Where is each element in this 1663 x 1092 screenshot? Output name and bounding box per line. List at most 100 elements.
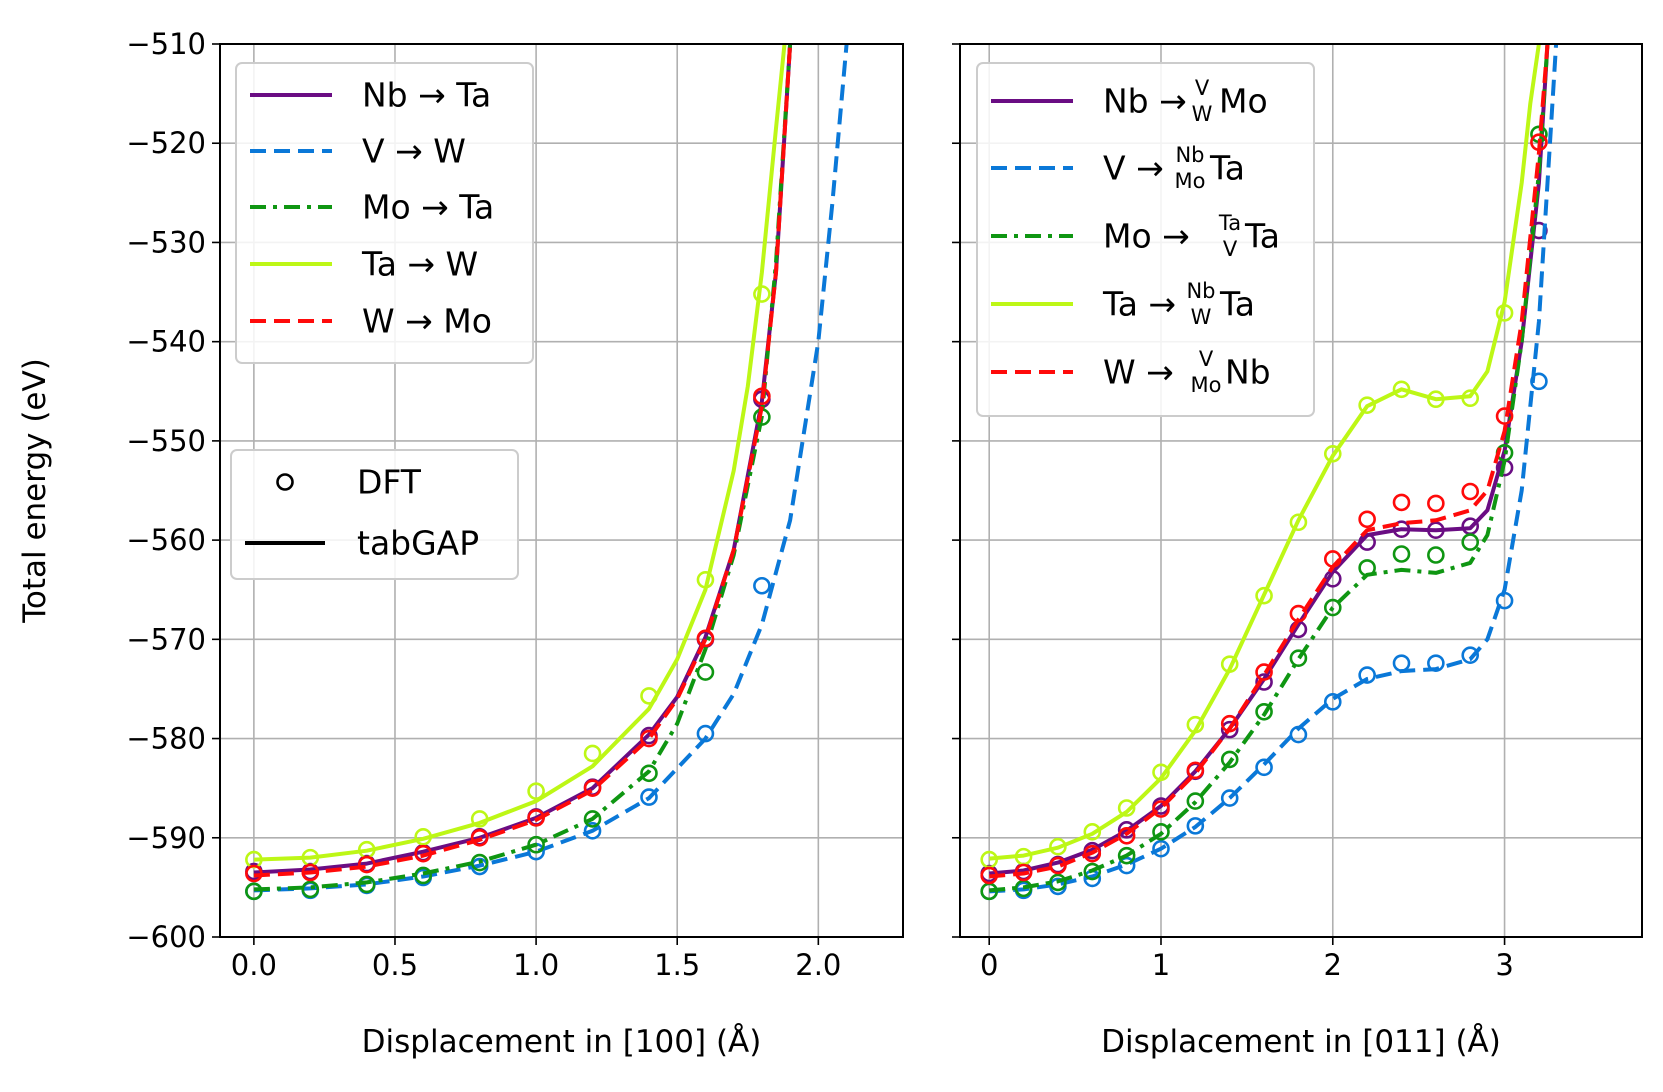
- legend-entry-mo-tav-ta: Mo → Ta V Ta: [1103, 211, 1280, 261]
- x-tick-label: 1.5: [654, 948, 700, 982]
- legend-entry-nb-vw-mo: Nb → V W Mo: [1103, 76, 1268, 126]
- dft-point: [583, 744, 602, 763]
- legend-entry-ta-nbw-ta: Ta → Nb W Ta: [1102, 279, 1255, 329]
- legend-main: Ta →: [1102, 285, 1176, 324]
- dft-point: [1186, 792, 1205, 810]
- dft-point: [301, 863, 320, 882]
- dft-point: [1495, 304, 1514, 322]
- y-tick-label: −600: [126, 920, 206, 954]
- series-line: [253, 44, 849, 893]
- x-axis-label-right: Displacement in [011] (Å): [1101, 1024, 1501, 1060]
- dft-point: [583, 822, 602, 840]
- dft-point: [1530, 372, 1548, 391]
- panel-right-011: 0 1 2 3 Displacement in [011] (Å) Nb → V W …: [952, 43, 1643, 1060]
- y-axis-label: Total energy (eV): [17, 358, 53, 624]
- dft-point: [696, 724, 715, 743]
- legend-box: [235, 62, 534, 364]
- dft-point: [1255, 663, 1273, 681]
- dft-point: [1530, 133, 1548, 152]
- dft-point: [1495, 407, 1514, 425]
- y-tick-label: −520: [126, 126, 206, 160]
- dft-point: [1014, 863, 1033, 882]
- legend-sub: W: [1191, 305, 1212, 329]
- dft-point: [357, 875, 376, 894]
- dft-point: [1083, 844, 1102, 863]
- legend-main: V →: [1103, 149, 1164, 188]
- dft-point: [1461, 646, 1480, 665]
- dft-point: [696, 570, 715, 589]
- dft-point: [1495, 591, 1514, 610]
- dft-point: [1427, 390, 1445, 409]
- dft-point: [1392, 520, 1411, 538]
- x-tick-label: 3: [1495, 948, 1513, 982]
- dft-point: [1289, 513, 1308, 532]
- axes-frame-left: [219, 43, 904, 938]
- legend-entry-mo-ta: Mo → Ta: [362, 188, 494, 227]
- dft-point: [1220, 655, 1239, 673]
- legend-main: Mo →: [1103, 217, 1190, 256]
- legend-main: W →: [1103, 353, 1174, 392]
- dft-point: [1392, 654, 1411, 672]
- dft-point: [527, 809, 545, 827]
- dft-point: [1186, 761, 1205, 780]
- panel-left-100: 0.0 0.5 1.0 1.5 2.0 −510 −520 −530 −540 −550 −560 −…: [17, 27, 904, 1060]
- legend-series-right: Nb → V W Mo V → Nb Mo Ta Mo → Ta V Ta Ta…: [976, 62, 1315, 417]
- dft-point: [1152, 823, 1170, 841]
- legend-entry-ta-w: Ta → W: [361, 245, 478, 284]
- dft-point: [1358, 533, 1376, 551]
- dft-point: [1049, 873, 1067, 892]
- legend-entry-v-w: V → W: [362, 132, 466, 171]
- plot-area-left: [245, 44, 849, 901]
- x-tick-label: 1: [1152, 948, 1170, 982]
- dft-point: [1289, 725, 1308, 744]
- legend-sub: Mo: [1175, 169, 1206, 193]
- dft-point: [640, 788, 658, 806]
- dft-point: [1152, 839, 1170, 858]
- dft-point: [527, 835, 545, 854]
- dft-point: [1083, 862, 1102, 881]
- x-tick-label: 0: [980, 948, 998, 982]
- legend-sup: Nb: [1186, 279, 1215, 303]
- legend-sub: Mo: [1191, 373, 1222, 397]
- legend-tail: Nb: [1225, 353, 1271, 392]
- ticks-right: 0 1 2 3: [952, 43, 1514, 982]
- dft-point: [1117, 846, 1136, 865]
- dft-point: [1392, 380, 1411, 399]
- ticks-left: 0.0 0.5 1.0 1.5 2.0 −510 −520 −530 −540 −550 −560 −…: [126, 27, 841, 982]
- x-tick-label: 2: [1324, 948, 1342, 982]
- legend-entry-w-vmo-nb: W → V Mo Nb: [1103, 347, 1271, 397]
- legend-entry-v-nbmo-ta: V → Nb Mo Ta: [1103, 143, 1245, 193]
- dft-point: [640, 729, 658, 748]
- legend-sub: V: [1223, 237, 1238, 261]
- dft-point: [414, 844, 433, 863]
- dft-point: [414, 866, 433, 885]
- dft-point: [1427, 654, 1445, 672]
- dft-point: [753, 285, 771, 303]
- dft-point: [1427, 494, 1445, 513]
- y-tick-label: −540: [126, 325, 206, 359]
- dft-point: [1427, 521, 1445, 539]
- dft-point: [583, 779, 602, 797]
- dft-point: [1152, 763, 1170, 782]
- dft-point: [1461, 533, 1480, 551]
- dft-point: [1358, 510, 1376, 529]
- legend-series-left: Nb → Ta V → W Mo → Ta Ta → W W → Mo: [235, 62, 534, 364]
- dft-point: [414, 827, 433, 846]
- dft-point: [245, 882, 263, 901]
- legend-sup: V: [1199, 347, 1214, 371]
- dft-marker-icon: [276, 473, 294, 491]
- legend-tail: Ta: [1244, 217, 1280, 256]
- legend-tabgap-label: tabGAP: [357, 524, 479, 563]
- legend-sub: W: [1192, 102, 1213, 126]
- dft-point: [1392, 493, 1411, 512]
- dft-point: [470, 810, 489, 828]
- dft-point: [1358, 396, 1376, 414]
- x-tick-label: 0.0: [231, 948, 277, 982]
- legend-entry-w-mo: W → Mo: [362, 302, 492, 341]
- legend-main: Nb →: [1103, 82, 1187, 121]
- legend-box-right: [976, 62, 1315, 417]
- y-tick-label: −560: [126, 523, 206, 557]
- dft-point: [470, 828, 489, 847]
- dft-point: [1461, 389, 1480, 408]
